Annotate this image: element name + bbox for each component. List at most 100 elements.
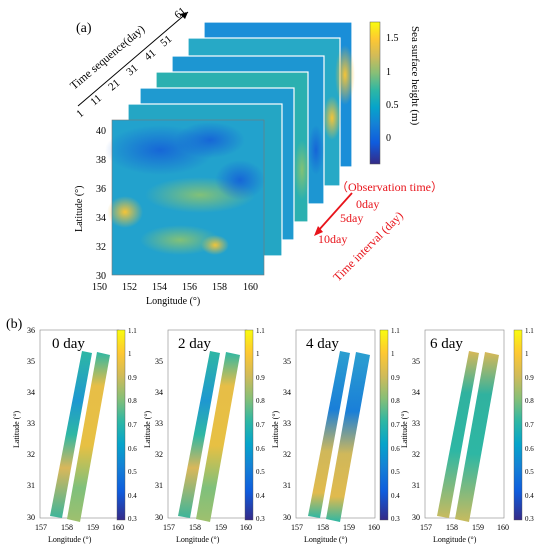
time-tick: 61 xyxy=(172,5,188,21)
cb-b-tick: 0.6 xyxy=(128,445,137,453)
a-xtick: 152 xyxy=(122,282,137,293)
b-ytick: 35 xyxy=(283,357,291,366)
b-ytick: 31 xyxy=(27,481,35,490)
cb-b-tick: 1 xyxy=(128,350,132,358)
panel-b-map-2day: 2 day 35 34 33 32 31 30 Latitude (°) 157… xyxy=(143,327,265,544)
b-ylabel: Latitude (°) xyxy=(400,410,409,448)
a-ytick: 36 xyxy=(96,184,106,195)
colorbar-b-ticks: 1.1 1 0.9 0.8 0.7 0.6 0.5 0.4 0.3 xyxy=(391,327,400,523)
cb-b-tick: 0.3 xyxy=(128,515,137,523)
cb-b-tick: 0.4 xyxy=(256,492,265,500)
cb-b-tick: 1.1 xyxy=(256,327,265,335)
colorbar-b xyxy=(513,329,523,521)
b-xtick: 160 xyxy=(497,523,509,532)
map-low-region xyxy=(215,160,265,200)
b-ytick: 32 xyxy=(27,450,35,459)
panel-b-map-6day: 6 day 35 34 33 32 31 30 Latitude (°) 157… xyxy=(400,327,534,544)
cb-b-tick: 1 xyxy=(525,350,529,358)
b-xtick: 160 xyxy=(112,523,124,532)
frame-blob xyxy=(335,45,355,105)
b-xtick: 157 xyxy=(291,523,303,532)
frame-blob xyxy=(323,96,341,140)
interval-arrow-line xyxy=(317,192,353,232)
cb-b-tick: 0.3 xyxy=(256,515,265,523)
b-ytick: 31 xyxy=(412,481,420,490)
b-xtick: 157 xyxy=(163,523,175,532)
b-ytick: 35 xyxy=(27,357,35,366)
b-ytick: 32 xyxy=(283,450,291,459)
b-ytick: 36 xyxy=(27,326,35,335)
a-ytick: 32 xyxy=(96,242,106,253)
b-ytick: 32 xyxy=(412,450,420,459)
map-low-region xyxy=(175,122,245,158)
a-ytick: 40 xyxy=(96,126,106,137)
cb-b-tick: 0.7 xyxy=(128,421,137,429)
cb-b-tick: 1.1 xyxy=(391,327,400,335)
cb-a-tick: 0 xyxy=(386,133,391,144)
time-axis-line xyxy=(77,11,189,107)
panel-a-label: (a) xyxy=(76,21,92,36)
b-xtick: 157 xyxy=(35,523,47,532)
colorbar-b-ticks: 1.1 1 0.9 0.8 0.7 0.6 0.5 0.4 0.3 xyxy=(128,327,137,523)
b-ytick: 30 xyxy=(412,513,420,522)
cb-a-tick: 0.5 xyxy=(386,100,399,111)
cb-b-tick: 0.9 xyxy=(128,374,137,382)
frame-blob xyxy=(294,140,310,200)
b-xtick: 158 xyxy=(446,523,458,532)
a-xtick: 160 xyxy=(243,282,258,293)
cb-b-tick: 0.8 xyxy=(391,397,400,405)
cb-b-tick: 0.3 xyxy=(525,515,534,523)
b-ytick: 31 xyxy=(155,481,163,490)
cb-b-tick: 0.4 xyxy=(391,492,400,500)
b-ytick: 34 xyxy=(412,388,420,397)
cb-b-tick: 0.6 xyxy=(256,445,265,453)
cb-b-tick: 1 xyxy=(391,350,395,358)
b-ytick: 34 xyxy=(27,388,35,397)
observation-time-label: （Observation time） xyxy=(336,180,443,194)
map-title: 0 day xyxy=(52,336,85,352)
b-xtick: 159 xyxy=(472,523,484,532)
cb-b-tick: 0.4 xyxy=(128,492,137,500)
swath-east xyxy=(196,352,240,522)
cb-b-tick: 0.7 xyxy=(256,421,265,429)
b-ytick: 30 xyxy=(283,513,291,522)
swath-west xyxy=(50,351,92,518)
map-title: 2 day xyxy=(178,336,211,352)
cb-b-tick: 0.5 xyxy=(525,468,534,476)
b-ytick: 32 xyxy=(155,450,163,459)
colorbar-a-title: Sea surface height (m) xyxy=(409,26,421,126)
swath-west xyxy=(437,351,479,518)
cb-a-tick: 1.5 xyxy=(386,33,399,44)
cb-b-tick: 1.1 xyxy=(525,327,534,335)
b-xlabel: Longitude (°) xyxy=(176,535,220,544)
cb-b-tick: 0.7 xyxy=(391,421,400,429)
map-high-region xyxy=(107,196,143,228)
colorbar-b-ticks: 1.1 1 0.9 0.8 0.7 0.6 0.5 0.4 0.3 xyxy=(256,327,265,523)
b-ytick: 31 xyxy=(283,481,291,490)
map-title: 6 day xyxy=(430,336,463,352)
b-ytick: 34 xyxy=(283,388,291,397)
time-tick: 1 xyxy=(74,108,86,121)
cb-b-tick: 0.9 xyxy=(256,374,265,382)
cb-b-tick: 0.5 xyxy=(391,468,400,476)
cb-b-tick: 0.9 xyxy=(525,374,534,382)
colorbar-b xyxy=(379,329,389,521)
colorbar-b xyxy=(116,329,126,521)
frame-blob xyxy=(308,125,324,175)
cb-b-tick: 0.6 xyxy=(525,445,534,453)
cb-b-tick: 0.8 xyxy=(525,397,534,405)
b-ytick: 33 xyxy=(27,419,35,428)
a-xlabel: Longitude (°) xyxy=(146,296,200,307)
colorbar-b xyxy=(244,329,254,521)
swath-west xyxy=(308,351,350,518)
cb-a-tick: 1 xyxy=(386,67,391,78)
b-xtick: 160 xyxy=(240,523,252,532)
b-ytick: 30 xyxy=(155,513,163,522)
cb-b-tick: 0.9 xyxy=(391,374,400,382)
b-ylabel: Latitude (°) xyxy=(12,410,21,448)
a-xtick: 154 xyxy=(152,282,167,293)
colorbar-b-ticks: 1.1 1 0.9 0.8 0.7 0.6 0.5 0.4 0.3 xyxy=(525,327,534,523)
b-xtick: 159 xyxy=(215,523,227,532)
a-xtick: 156 xyxy=(182,282,197,293)
